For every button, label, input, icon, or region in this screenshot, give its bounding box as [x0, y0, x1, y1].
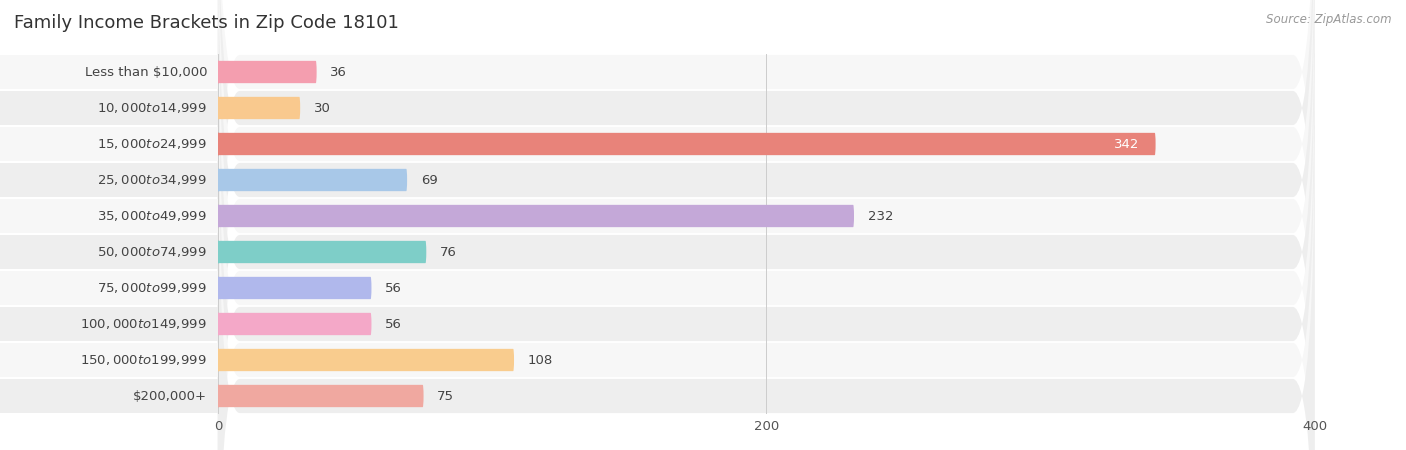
Circle shape [217, 349, 219, 371]
Text: $15,000 to $24,999: $15,000 to $24,999 [97, 137, 207, 151]
Text: Less than $10,000: Less than $10,000 [84, 66, 207, 78]
Text: 342: 342 [1114, 138, 1139, 150]
Text: $200,000+: $200,000+ [131, 390, 204, 402]
Circle shape [217, 61, 219, 83]
Text: $100,000 to $149,999: $100,000 to $149,999 [80, 317, 207, 331]
Text: 232: 232 [868, 210, 893, 222]
Text: $25,000 to $34,999: $25,000 to $34,999 [97, 173, 207, 187]
FancyBboxPatch shape [0, 271, 218, 305]
FancyBboxPatch shape [218, 133, 1156, 155]
FancyBboxPatch shape [218, 53, 1315, 450]
FancyBboxPatch shape [218, 277, 371, 299]
FancyBboxPatch shape [0, 343, 218, 377]
FancyBboxPatch shape [218, 0, 1315, 379]
FancyBboxPatch shape [218, 241, 426, 263]
Text: 56: 56 [385, 318, 402, 330]
Text: $10,000 to $14,999: $10,000 to $14,999 [94, 101, 204, 115]
Circle shape [217, 313, 219, 335]
Text: Source: ZipAtlas.com: Source: ZipAtlas.com [1267, 14, 1392, 27]
Circle shape [217, 97, 219, 119]
FancyBboxPatch shape [218, 385, 423, 407]
FancyBboxPatch shape [0, 91, 218, 125]
Circle shape [217, 277, 219, 299]
Text: Less than $10,000: Less than $10,000 [82, 66, 204, 78]
Circle shape [217, 205, 219, 227]
FancyBboxPatch shape [0, 199, 218, 233]
FancyBboxPatch shape [218, 205, 853, 227]
Text: 69: 69 [420, 174, 437, 186]
Text: $150,000 to $199,999: $150,000 to $199,999 [80, 353, 207, 367]
Text: $50,000 to $74,999: $50,000 to $74,999 [97, 245, 207, 259]
Text: $75,000 to $99,999: $75,000 to $99,999 [97, 281, 207, 295]
Text: 76: 76 [440, 246, 457, 258]
FancyBboxPatch shape [218, 89, 1315, 450]
Text: 30: 30 [314, 102, 330, 114]
FancyBboxPatch shape [218, 349, 515, 371]
Text: $25,000 to $34,999: $25,000 to $34,999 [94, 173, 204, 187]
Text: $100,000 to $149,999: $100,000 to $149,999 [77, 317, 204, 331]
FancyBboxPatch shape [218, 0, 1315, 450]
FancyBboxPatch shape [0, 379, 218, 413]
FancyBboxPatch shape [218, 0, 1315, 415]
Text: 56: 56 [385, 282, 402, 294]
FancyBboxPatch shape [0, 307, 218, 341]
FancyBboxPatch shape [218, 0, 1315, 343]
FancyBboxPatch shape [218, 0, 1315, 450]
FancyBboxPatch shape [218, 125, 1315, 450]
FancyBboxPatch shape [0, 235, 218, 269]
Text: 75: 75 [437, 390, 454, 402]
Circle shape [217, 133, 219, 155]
Text: $35,000 to $49,999: $35,000 to $49,999 [97, 209, 207, 223]
Text: $200,000+: $200,000+ [134, 390, 207, 402]
Text: $150,000 to $199,999: $150,000 to $199,999 [77, 353, 204, 367]
Circle shape [217, 241, 219, 263]
Text: $10,000 to $14,999: $10,000 to $14,999 [97, 101, 207, 115]
Text: $35,000 to $49,999: $35,000 to $49,999 [94, 209, 204, 223]
FancyBboxPatch shape [218, 0, 1315, 450]
FancyBboxPatch shape [0, 55, 218, 89]
FancyBboxPatch shape [218, 97, 301, 119]
Text: $15,000 to $24,999: $15,000 to $24,999 [94, 137, 204, 151]
FancyBboxPatch shape [218, 61, 316, 83]
FancyBboxPatch shape [0, 127, 218, 161]
FancyBboxPatch shape [218, 17, 1315, 450]
FancyBboxPatch shape [218, 169, 408, 191]
Circle shape [217, 385, 219, 407]
Text: $75,000 to $99,999: $75,000 to $99,999 [94, 281, 204, 295]
Text: 108: 108 [527, 354, 553, 366]
Circle shape [217, 169, 219, 191]
Text: Family Income Brackets in Zip Code 18101: Family Income Brackets in Zip Code 18101 [14, 14, 399, 32]
FancyBboxPatch shape [218, 313, 371, 335]
Text: 36: 36 [330, 66, 347, 78]
Text: $50,000 to $74,999: $50,000 to $74,999 [94, 245, 204, 259]
FancyBboxPatch shape [0, 163, 218, 197]
